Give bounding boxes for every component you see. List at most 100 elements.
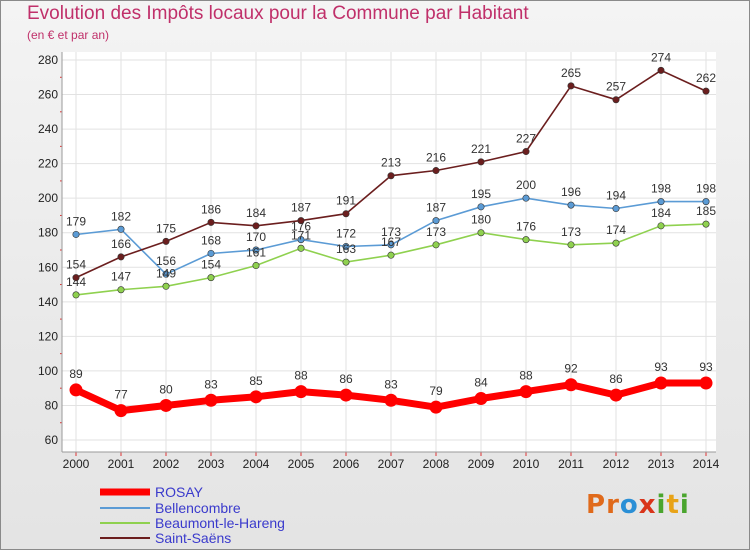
data-point-bellencombre: [342, 243, 350, 251]
proxiti-logo: Proxiti: [586, 490, 690, 520]
data-point-bellencombre: [432, 217, 440, 225]
data-label-saint-sa-ns: 175: [156, 221, 176, 235]
data-point-saint-sa-ns: [117, 253, 125, 261]
data-point-beaumont-le-hareng: [432, 241, 440, 249]
logo-letter: t: [666, 490, 680, 520]
data-label-rosay: 83: [204, 377, 218, 391]
data-label-rosay: 92: [564, 362, 578, 376]
data-label-rosay: 86: [339, 372, 353, 386]
data-point-rosay: [519, 385, 533, 399]
y-tick-label: 80: [45, 398, 59, 412]
data-label-saint-sa-ns: 184: [246, 206, 266, 220]
data-point-rosay: [294, 385, 308, 399]
data-point-beaumont-le-hareng: [657, 222, 665, 230]
data-label-bellencombre: 196: [561, 185, 581, 199]
logo-letter: x: [638, 490, 657, 520]
data-point-saint-sa-ns: [477, 158, 485, 166]
data-label-saint-sa-ns: 257: [606, 80, 626, 94]
y-tick-label: 260: [38, 88, 58, 102]
x-tick-label: 2013: [648, 457, 675, 471]
data-label-saint-sa-ns: 274: [651, 50, 671, 64]
data-point-bellencombre: [162, 270, 170, 278]
data-label-beaumont-le-hareng: 185: [696, 204, 716, 218]
x-tick-label: 2003: [198, 457, 225, 471]
data-point-rosay: [204, 393, 218, 407]
data-point-bellencombre: [567, 201, 575, 209]
data-point-rosay: [249, 390, 263, 404]
y-tick-label: 240: [38, 122, 58, 136]
data-point-rosay: [609, 388, 623, 402]
logo-letter: P: [586, 490, 607, 520]
data-point-bellencombre: [657, 198, 665, 206]
data-point-bellencombre: [252, 246, 260, 254]
data-point-beaumont-le-hareng: [207, 274, 215, 282]
data-label-rosay: 77: [114, 388, 128, 402]
data-label-bellencombre: 198: [651, 182, 671, 196]
plot-area: [62, 52, 716, 452]
data-point-beaumont-le-hareng: [72, 291, 80, 299]
data-label-bellencombre: 156: [156, 254, 176, 268]
data-label-bellencombre: 194: [606, 189, 626, 203]
data-label-bellencombre: 198: [696, 182, 716, 196]
chart-title: Evolution des Impôts locaux pour la Comm…: [27, 3, 529, 24]
data-point-beaumont-le-hareng: [117, 286, 125, 294]
data-point-bellencombre: [612, 205, 620, 213]
data-point-rosay: [699, 376, 713, 390]
data-label-bellencombre: 182: [111, 209, 131, 223]
data-label-bellencombre: 176: [291, 220, 311, 234]
data-point-bellencombre: [477, 203, 485, 211]
data-label-bellencombre: 173: [381, 225, 401, 239]
data-label-rosay: 85: [249, 374, 263, 388]
y-tick-label: 220: [38, 157, 58, 171]
data-label-rosay: 88: [519, 369, 533, 383]
data-point-beaumont-le-hareng: [297, 244, 305, 252]
data-point-rosay: [114, 404, 128, 418]
x-tick-label: 2000: [63, 457, 90, 471]
data-point-beaumont-le-hareng: [702, 220, 710, 228]
logo-letter: r: [606, 490, 620, 520]
data-point-saint-sa-ns: [612, 96, 620, 104]
data-label-beaumont-le-hareng: 161: [246, 246, 266, 260]
data-point-saint-sa-ns: [207, 218, 215, 226]
y-tick-label: 200: [38, 191, 58, 205]
data-label-rosay: 89: [69, 367, 83, 381]
data-point-bellencombre: [522, 194, 530, 202]
data-label-beaumont-le-hareng: 176: [516, 220, 536, 234]
data-point-beaumont-le-hareng: [162, 282, 170, 290]
data-point-saint-sa-ns: [702, 87, 710, 95]
x-tick-label: 2009: [468, 457, 495, 471]
x-tick-label: 2006: [333, 457, 360, 471]
data-point-beaumont-le-hareng: [612, 239, 620, 247]
data-point-beaumont-le-hareng: [387, 251, 395, 259]
data-point-bellencombre: [207, 249, 215, 257]
logo-letter: o: [619, 490, 639, 520]
data-point-saint-sa-ns: [387, 172, 395, 180]
data-point-rosay: [429, 400, 443, 414]
data-label-bellencombre: 168: [201, 233, 221, 247]
data-point-saint-sa-ns: [342, 210, 350, 218]
data-label-saint-sa-ns: 213: [381, 156, 401, 170]
data-label-saint-sa-ns: 187: [291, 201, 311, 215]
data-label-beaumont-le-hareng: 167: [381, 235, 401, 249]
x-tick-label: 2001: [108, 457, 135, 471]
x-tick-label: 2014: [693, 457, 720, 471]
data-label-beaumont-le-hareng: 147: [111, 270, 131, 284]
data-point-rosay: [654, 376, 668, 390]
x-tick-label: 2008: [423, 457, 450, 471]
logo-letter: i: [679, 490, 690, 520]
data-point-saint-sa-ns: [522, 148, 530, 156]
y-tick-label: 280: [38, 53, 58, 67]
data-label-beaumont-le-hareng: 173: [561, 225, 581, 239]
data-label-beaumont-le-hareng: 174: [606, 223, 626, 237]
chart-subtitle: (en € et par an): [27, 28, 110, 42]
data-label-saint-sa-ns: 265: [561, 66, 581, 80]
data-label-rosay: 84: [474, 376, 488, 390]
data-point-saint-sa-ns: [162, 237, 170, 245]
data-label-saint-sa-ns: 221: [471, 142, 491, 156]
data-label-saint-sa-ns: 227: [516, 132, 536, 146]
data-point-rosay: [384, 393, 398, 407]
data-point-rosay: [159, 398, 173, 412]
y-tick-label: 60: [45, 433, 59, 447]
data-label-beaumont-le-hareng: 184: [651, 206, 671, 220]
